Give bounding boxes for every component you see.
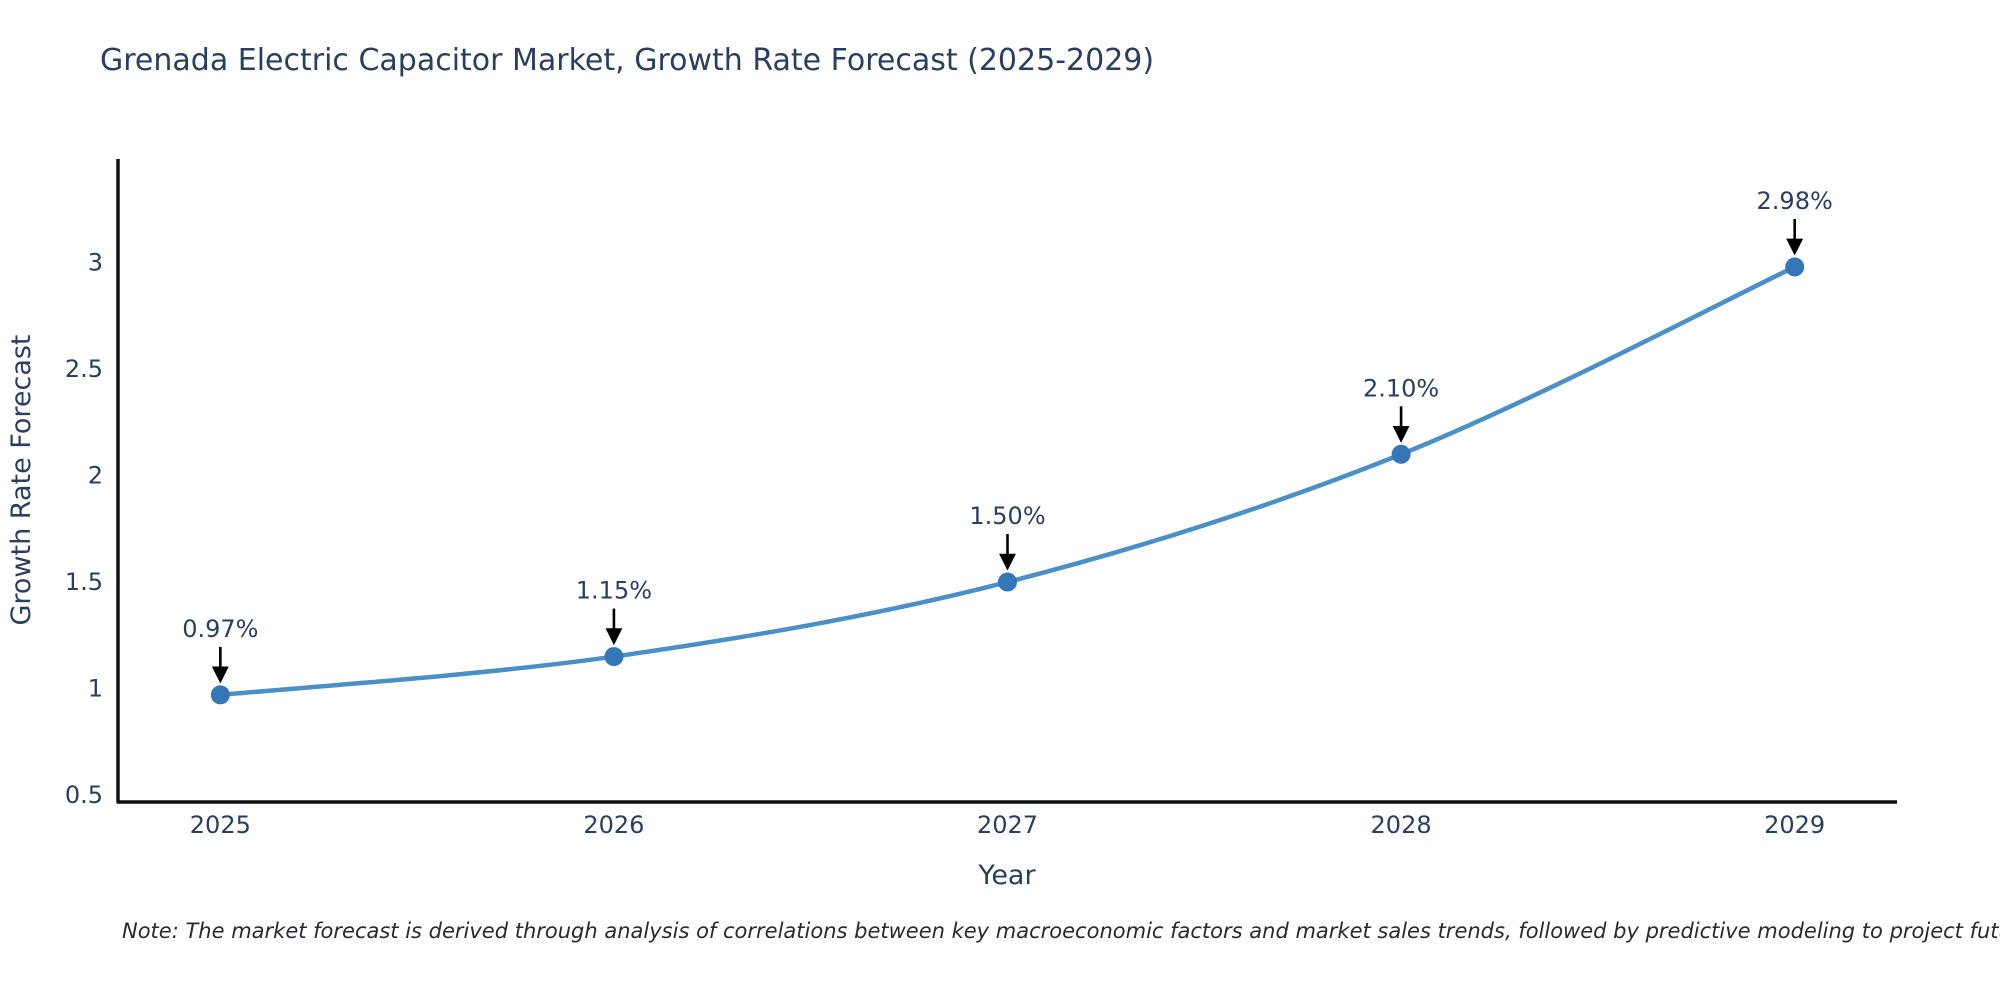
annotation-label: 0.97%	[182, 615, 258, 643]
annotation-label: 1.50%	[969, 502, 1045, 530]
chart-footnote: Note: The market forecast is derived thr…	[122, 919, 2000, 943]
data-point-2029	[1785, 257, 1805, 277]
x-tick-label: 2027	[977, 811, 1038, 839]
x-tick-label: 2025	[190, 811, 251, 839]
annotation-label: 2.98%	[1757, 187, 1833, 215]
annotation-label: 2.10%	[1363, 374, 1439, 402]
y-tick-label: 2.5	[65, 355, 103, 383]
plot-area: 0.5 1 1.5 2 2.5 3 2025 2026 2027 2028 2029 0.97% 1.1…	[65, 187, 1833, 839]
data-point-2028	[1391, 444, 1411, 464]
forecast-line	[218, 264, 1797, 698]
y-tick-label: 1.5	[65, 568, 103, 596]
y-tick-label: 3	[88, 249, 103, 277]
y-tick-label: 0.5	[65, 781, 103, 809]
x-axis-title: Year	[977, 860, 1036, 891]
data-point-2027	[998, 572, 1017, 592]
y-tick-label: 1	[88, 675, 103, 703]
y-tick-label: 2	[88, 462, 103, 490]
annotation-label: 1.15%	[576, 577, 652, 605]
y-axis-title: Growth Rate Forecast	[6, 334, 37, 625]
x-tick-label: 2029	[1764, 811, 1825, 839]
data-point-2026	[604, 647, 624, 667]
x-tick-label: 2026	[583, 811, 644, 839]
x-tick-label: 2028	[1371, 811, 1432, 839]
data-point-2025	[210, 685, 230, 705]
chart-title: Grenada Electric Capacitor Market, Growt…	[100, 43, 1154, 78]
